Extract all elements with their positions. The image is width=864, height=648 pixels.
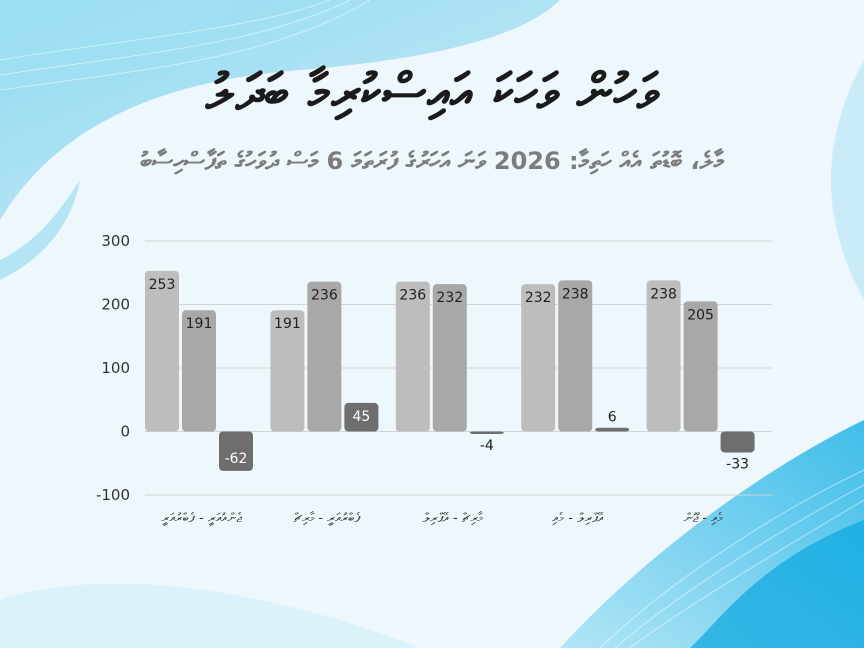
data-label: 238 [562,286,589,302]
bar [683,301,718,432]
data-label: 6 [608,410,617,426]
x-tick-label: ޖެންއުއަރީ - ފެބްރުއަރީ [161,511,242,526]
bar [270,310,305,432]
data-label: 205 [687,307,714,323]
x-tick-label: މާރިޗް - އޭޕްރިލް [422,511,483,526]
bar [595,427,630,432]
chart-title: ވަހުން ވަހަކަ އައިސްކުރިމާ ބަދަލު [205,63,659,121]
y-tick-label: 100 [101,359,130,377]
chart-subtitle: މާލެ، ބޮޑުތަ އެއް ހަތިމާ: 2026 ވަނަ އަހަ… [140,147,724,175]
y-tick-label: 0 [120,423,130,441]
x-tick-label: ފެބްރުއަރީ - މާރިޗް [294,511,362,526]
bar [219,431,253,471]
data-label: -62 [225,451,248,467]
x-tick-label: މެއި - ޖޫން [683,511,723,526]
data-label: 232 [436,290,463,306]
bar [395,281,430,432]
bar [720,431,755,453]
x-tick-label: އޭޕްރިލް - މެއި [552,511,604,526]
y-tick-label: 200 [101,296,130,314]
data-label: 236 [311,288,338,304]
data-label: 238 [650,286,677,302]
bar [469,431,504,435]
bar [145,270,179,432]
data-label: 191 [274,316,301,332]
data-label: 236 [399,288,426,304]
bar [646,280,681,432]
data-label: 45 [352,409,370,425]
bar [182,310,216,432]
data-label: -33 [726,456,749,472]
y-tick-label: 300 [101,232,130,250]
data-label: 232 [525,290,552,306]
data-label: 253 [149,277,176,293]
bar [344,402,379,432]
data-label: 191 [186,316,213,332]
y-tick-label: -100 [96,486,130,504]
data-label: -4 [480,438,494,454]
bar [558,280,593,432]
bar [521,284,556,432]
bar [432,284,467,432]
bar [307,281,342,432]
